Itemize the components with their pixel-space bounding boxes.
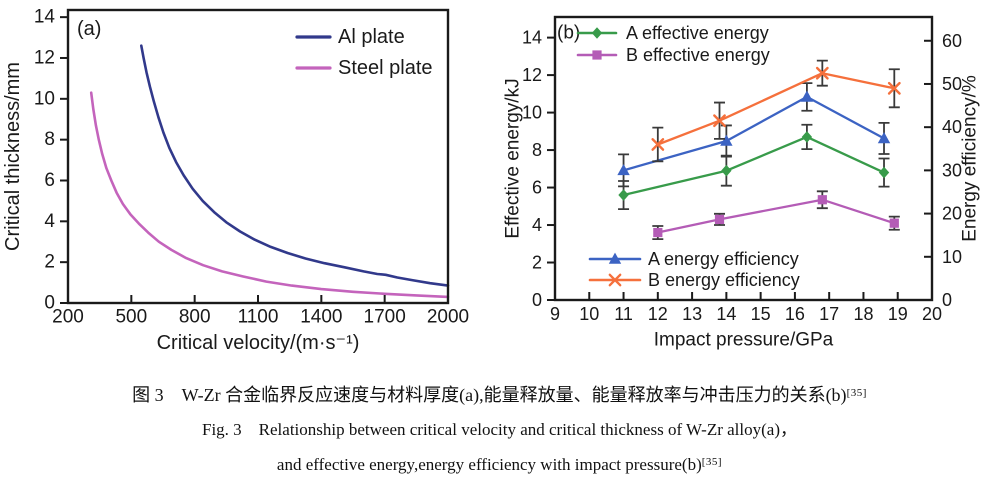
chart-b-axes: 9 10 11 12 13 14 15 16 17 18 19 2002468101214010203… [503, 15, 981, 351]
chart-b-svg: 9 10 11 12 13 14 15 16 17 18 19 2002468101214010203… [503, 15, 981, 351]
svg-text:10: 10 [942, 247, 962, 267]
svg-text:19: 19 [888, 304, 908, 324]
svg-text:2: 2 [532, 253, 542, 273]
caption-chinese-text: 图 3 W-Zr 合金临界反应速度与材料厚度(a),能量释放量、能量释放率与冲击… [132, 385, 847, 405]
svg-text:500: 500 [115, 307, 147, 328]
svg-text:13: 13 [682, 304, 702, 324]
caption-chinese: 图 3 W-Zr 合金临界反应速度与材料厚度(a),能量释放量、能量释放率与冲击… [0, 380, 999, 408]
series-al-plate [140, 44, 450, 287]
svg-text:12: 12 [34, 47, 55, 68]
svg-text:4: 4 [532, 215, 542, 235]
caption-english-line1: Fig. 3 Relationship between critical vel… [202, 420, 797, 439]
svg-text:8: 8 [532, 140, 542, 160]
series-steel-plate [89, 91, 450, 299]
svg-text:800: 800 [179, 307, 211, 328]
svg-text:A effective energy: A effective energy [626, 23, 769, 43]
svg-text:Critical velocity/(m·s⁻¹): Critical velocity/(m·s⁻¹) [157, 332, 360, 354]
svg-text:0: 0 [532, 290, 542, 310]
svg-text:10: 10 [34, 88, 55, 109]
svg-text:10: 10 [522, 103, 542, 123]
svg-text:12: 12 [522, 65, 542, 85]
svg-text:B energy efficiency: B energy efficiency [648, 270, 800, 290]
series-b-effective-energy [652, 190, 900, 240]
svg-text:9: 9 [550, 304, 560, 324]
chart-a-axes: 200 500 800 1100 1400 1700 2000 0 2 4 6 8 10 12 14 Crit… [2, 7, 469, 354]
svg-text:6: 6 [532, 178, 542, 198]
chart-a-critical-thickness: 200 500 800 1100 1400 1700 2000 0 2 4 6 8 10 12 14 Crit… [0, 0, 500, 372]
svg-text:Critical thickness/mm: Critical thickness/mm [2, 62, 24, 251]
panel-label-a: (a) [77, 18, 101, 40]
svg-text:20: 20 [922, 304, 942, 324]
svg-text:Al plate: Al plate [338, 26, 405, 48]
svg-text:2: 2 [44, 252, 55, 273]
svg-text:50: 50 [942, 74, 962, 94]
svg-text:60: 60 [942, 31, 962, 51]
svg-text:40: 40 [942, 117, 962, 137]
svg-text:6: 6 [44, 170, 55, 191]
svg-text:14: 14 [34, 7, 56, 28]
svg-text:12: 12 [648, 304, 668, 324]
chart-a-series [89, 44, 450, 299]
svg-text:1400: 1400 [300, 307, 342, 328]
svg-text:30: 30 [942, 160, 962, 180]
svg-text:18: 18 [853, 304, 873, 324]
svg-text:17: 17 [819, 304, 839, 324]
svg-text:2000: 2000 [427, 307, 469, 328]
caption-chinese-ref: [35] [846, 387, 867, 399]
svg-text:1700: 1700 [364, 307, 406, 328]
svg-text:15: 15 [751, 304, 771, 324]
chart-a-legend: Al plate Steel plate [295, 26, 433, 79]
caption-english-line2-text: and effective energy,energy efficiency w… [276, 455, 702, 474]
svg-text:8: 8 [44, 129, 55, 150]
series-b-energy-efficiency [651, 59, 901, 163]
chart-b-energy: 9 10 11 12 13 14 15 16 17 18 19 20 0 2 4 6 8 10 12 14 0 10 20 3… [500, 0, 999, 372]
svg-text:Energy efficiency/%: Energy efficiency/% [960, 75, 981, 242]
svg-text:10: 10 [579, 304, 599, 324]
svg-text:B effective energy: B effective energy [626, 45, 770, 65]
svg-text:4: 4 [44, 211, 55, 232]
svg-text:0: 0 [942, 290, 952, 310]
svg-text:11: 11 [614, 304, 633, 324]
svg-text:Steel plate: Steel plate [338, 57, 433, 79]
svg-text:0: 0 [44, 293, 55, 314]
svg-text:1100: 1100 [238, 307, 279, 328]
svg-text:14: 14 [716, 304, 736, 324]
series-a-effective-energy [618, 123, 890, 211]
svg-text:Effective energy/kJ: Effective energy/kJ [503, 78, 524, 238]
chart-a-svg: 200 500 800 1100 1400 1700 2000 0 2 4 6 8 10 12 14 Crit… [2, 7, 469, 354]
chart-b-series [617, 59, 901, 240]
svg-text:16: 16 [785, 304, 805, 324]
svg-text:A energy efficiency: A energy efficiency [648, 249, 799, 269]
svg-text:14: 14 [522, 28, 542, 48]
svg-text:20: 20 [942, 204, 962, 224]
caption-english-line2: and effective energy,energy efficiency w… [0, 446, 999, 481]
svg-text:Impact pressure/GPa: Impact pressure/GPa [654, 330, 834, 351]
figure-caption: 图 3 W-Zr 合金临界反应速度与材料厚度(a),能量释放量、能量释放率与冲击… [0, 380, 999, 481]
svg-text:200: 200 [52, 307, 84, 328]
panel-label-b: (b) [557, 23, 580, 44]
caption-english-ref: [35] [701, 456, 723, 468]
